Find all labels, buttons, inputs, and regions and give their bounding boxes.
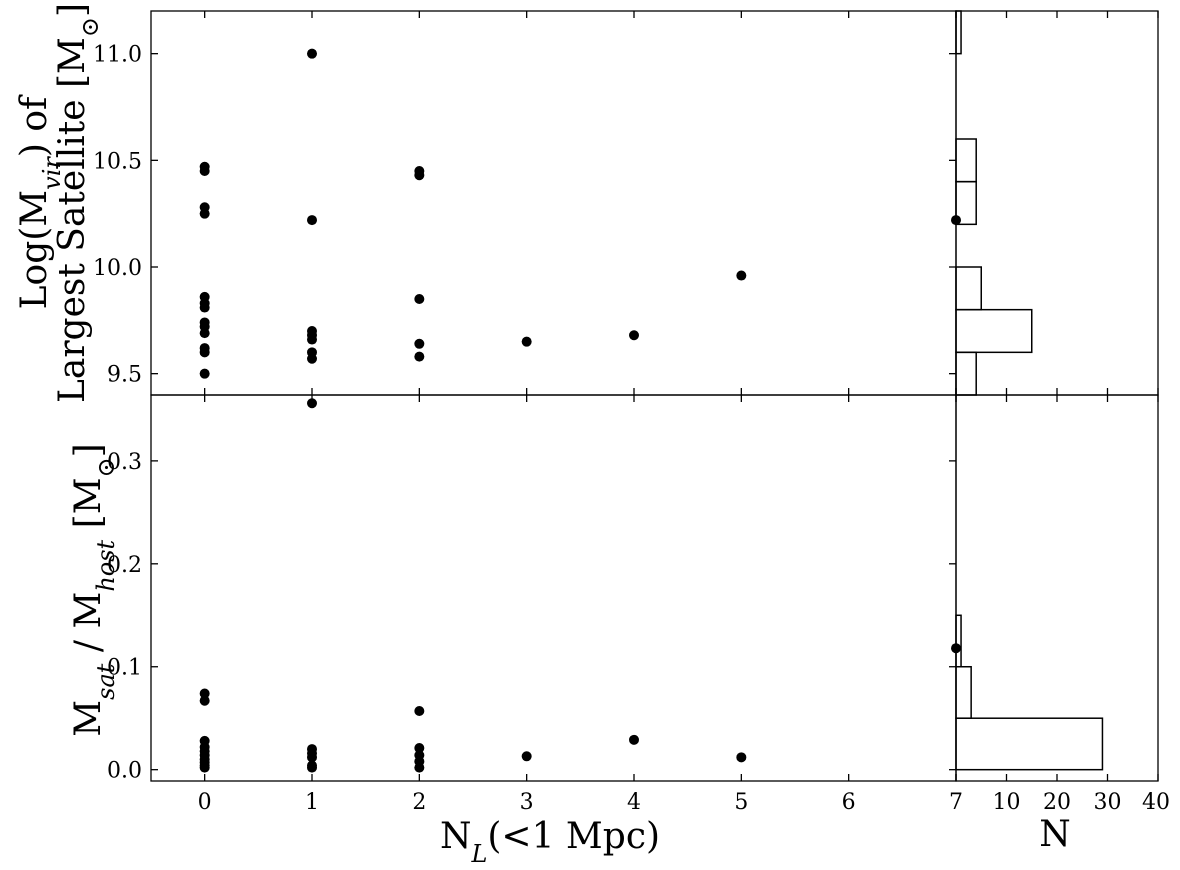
label-part: (<1 Mpc) — [487, 816, 660, 857]
label-part: Log(M — [14, 190, 55, 310]
x-tick-label: 2 — [412, 790, 426, 815]
data-point — [199, 762, 210, 773]
bottom-scatter-panel: 0.0 0.1 0.2 0.3 0 1 2 3 4 5 6 7 — [107, 394, 963, 815]
top_scatter-frame — [150, 10, 957, 396]
label-part: ⊙ — [92, 457, 120, 477]
data-point — [307, 398, 317, 409]
label-part: N — [440, 816, 472, 857]
data-point — [521, 336, 532, 347]
data-point — [199, 208, 210, 219]
hist-x-axis-title: N — [1039, 814, 1071, 855]
data-point — [307, 48, 317, 59]
x-tick-label: 3 — [520, 790, 534, 815]
bottom_scatter-frame — [150, 394, 957, 782]
label-part: [M — [68, 477, 109, 539]
x-tick-label: 1 — [305, 790, 319, 815]
label-part: sat — [92, 663, 120, 700]
y-tick-label: 0.0 — [107, 759, 142, 784]
hist-bar — [955, 266, 982, 311]
data-point — [307, 334, 317, 345]
bottom-histogram-panel: 10 20 30 40 — [949, 394, 1170, 815]
data-point — [736, 752, 747, 763]
hist-bar — [955, 351, 977, 396]
label-part: ] — [68, 443, 109, 457]
y-tick-label: 9.5 — [107, 363, 142, 388]
data-point — [414, 170, 425, 181]
hist-x-tick-label: 30 — [1094, 790, 1122, 815]
data-point — [307, 353, 317, 364]
data-point — [307, 215, 317, 226]
y-axis-title-top-line2: Largest Satellite [M⊙] — [52, 3, 104, 403]
data-point — [199, 347, 210, 358]
label-part: L — [470, 840, 487, 866]
y-tick-label: 10.0 — [93, 256, 142, 281]
hist-bar — [955, 614, 962, 668]
hist-bar — [955, 138, 977, 183]
data-point — [414, 762, 425, 773]
hist-x-tick-label: 40 — [1142, 790, 1170, 815]
data-point — [414, 743, 425, 754]
x-tick-label: 7 — [949, 790, 963, 815]
data-point — [199, 368, 210, 379]
data-point — [414, 294, 425, 304]
hist-x-tick-label: 20 — [1043, 790, 1071, 815]
y-tick-label: 0.1 — [107, 656, 142, 681]
y-tick-label: 0.3 — [107, 450, 142, 475]
label-part: / M — [68, 592, 109, 664]
x-tick-label: 4 — [627, 790, 641, 815]
hist-bar — [955, 308, 1033, 354]
data-point — [199, 302, 210, 313]
label-part: ) of — [14, 94, 55, 157]
y-axis-title-bottom: Msat / Mhost [M⊙] — [68, 443, 120, 736]
label-part: M — [68, 700, 109, 737]
y-axis-title-top-line1: Log(Mvir) of — [14, 94, 66, 309]
top-scatter-panel: 9.5 10.0 10.5 11.0 — [93, 10, 961, 396]
hist-bar — [955, 717, 1104, 771]
top-histogram-panel — [949, 10, 1159, 396]
x-axis-title: NL(<1 Mpc) — [440, 816, 660, 866]
y-tick-label: 10.5 — [93, 149, 142, 174]
data-point — [414, 706, 425, 717]
data-point — [307, 762, 317, 773]
data-point — [199, 166, 210, 176]
label-part: Largest Satellite [M — [52, 37, 93, 403]
x-tick-label: 5 — [734, 790, 748, 815]
data-point — [414, 351, 425, 362]
data-point — [199, 328, 210, 339]
bottom_histogram-frame — [955, 394, 1159, 782]
y-tick-label: 0.2 — [107, 553, 142, 578]
top_histogram-frame — [955, 10, 1159, 396]
data-point — [307, 752, 317, 763]
hist-bar — [955, 10, 962, 55]
data-point — [521, 751, 532, 762]
hist-x-tick-label: 10 — [993, 790, 1021, 815]
data-point — [199, 688, 210, 699]
data-point — [736, 270, 747, 281]
hist-bar — [955, 665, 972, 719]
x-tick-label: 6 — [842, 790, 856, 815]
y-tick-label: 11.0 — [93, 43, 142, 68]
data-point — [629, 734, 639, 745]
label-part: host — [92, 539, 120, 591]
data-point — [199, 695, 210, 706]
data-point — [629, 330, 639, 341]
label-part: ] — [52, 3, 93, 17]
label-part: vir — [38, 156, 66, 190]
x-tick-label: 0 — [198, 790, 212, 815]
data-point — [414, 338, 425, 349]
label-part: ⊙ — [76, 17, 104, 37]
